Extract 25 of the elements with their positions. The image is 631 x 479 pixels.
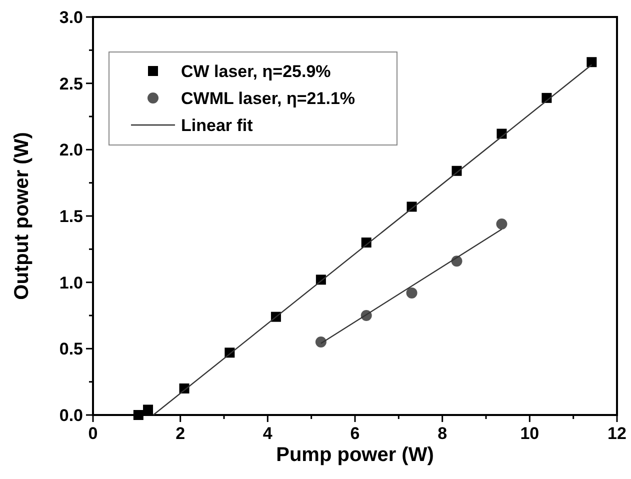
y-tick-label: 0.5: [59, 340, 83, 359]
x-axis-title: Pump power (W): [276, 444, 434, 466]
point: [496, 218, 508, 230]
y-tick-label: 0.0: [59, 406, 83, 425]
y-axis-title: Output power (W): [11, 132, 33, 300]
y-tick-label: 3.0: [59, 8, 83, 27]
y-tick-label: 1.0: [59, 273, 83, 292]
point: [406, 287, 418, 298]
legend-label: CWML laser, η=21.1%: [181, 89, 356, 108]
x-tick-label: 6: [350, 424, 360, 443]
x-tick-label: 2: [176, 424, 186, 443]
legend-label: Linear fit: [181, 116, 254, 135]
point: [315, 336, 326, 348]
y-tick-label: 1.5: [59, 207, 83, 226]
point: [586, 57, 597, 68]
legend-label: CW laser, η=25.9%: [181, 62, 331, 81]
x-tick-label: 12: [608, 424, 626, 443]
y-tick-label: 2.0: [59, 140, 83, 160]
point: [133, 410, 144, 420]
x-tick-label: 10: [520, 424, 540, 443]
x-tick-label: 0: [88, 424, 98, 443]
point: [143, 404, 154, 415]
x-tick-label: 8: [438, 424, 448, 443]
x-tick-label: 4: [262, 424, 273, 443]
y-tick-label: 2.5: [59, 74, 83, 94]
